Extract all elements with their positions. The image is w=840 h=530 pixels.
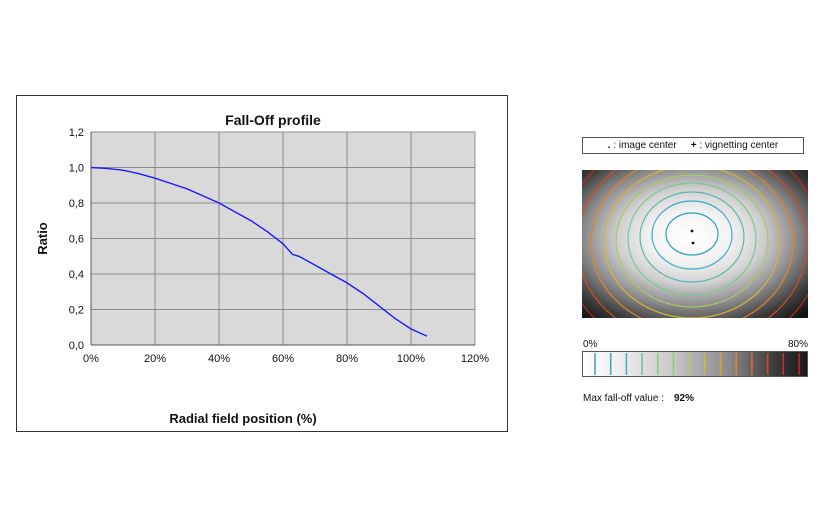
legend-vignetting-center: + : vignetting center bbox=[691, 140, 779, 151]
contour-ring bbox=[582, 170, 808, 318]
y-axis-title: Ratio bbox=[35, 222, 50, 255]
y-tick-label: 0,2 bbox=[69, 305, 84, 317]
y-tick-label: 0,0 bbox=[69, 340, 84, 352]
y-tick-label: 0,8 bbox=[69, 198, 84, 210]
falloff-color-scale bbox=[582, 351, 808, 377]
scale-max-label: 80% bbox=[788, 339, 809, 350]
vignetting-map-svg bbox=[582, 170, 808, 318]
x-axis-title: Radial field position (%) bbox=[169, 411, 316, 426]
contour-ring bbox=[639, 191, 745, 283]
y-tick-label: 1,2 bbox=[69, 127, 84, 139]
x-tick-label: 20% bbox=[144, 353, 166, 365]
center-legend: . : image center + : vignetting center bbox=[582, 137, 804, 154]
x-tick-label: 80% bbox=[336, 353, 358, 365]
contour-ring bbox=[627, 182, 757, 296]
legend-image-center: . : image center bbox=[608, 140, 677, 151]
y-tick-label: 0,4 bbox=[69, 269, 84, 281]
x-tick-label: 0% bbox=[83, 353, 99, 365]
contour-ring bbox=[590, 170, 794, 318]
falloff-chart: 0% 20% 40% 60% 80% 100% 120% 0,0 0,2 0,4 0,6 0,8 1,0… bbox=[16, 95, 508, 432]
x-tick-label: 60% bbox=[272, 353, 294, 365]
x-tick-label: 120% bbox=[461, 353, 489, 365]
contour-ring bbox=[665, 212, 719, 256]
x-tick-label: 40% bbox=[208, 353, 230, 365]
max-falloff-row: Max fall-off value : 92% bbox=[583, 393, 694, 404]
image-center-marker bbox=[691, 241, 695, 245]
chart-title: Fall-Off profile bbox=[225, 112, 321, 128]
vignetting-center-marker bbox=[690, 229, 694, 233]
vignetting-contours bbox=[582, 170, 808, 318]
x-tick-label: 100% bbox=[397, 353, 425, 365]
contour-ring bbox=[615, 174, 769, 308]
vignetting-center-label: : vignetting center bbox=[699, 140, 779, 151]
falloff-series-line bbox=[90, 166, 428, 337]
color-scale-svg bbox=[594, 353, 800, 375]
max-falloff-value: 92% bbox=[673, 393, 694, 404]
max-falloff-label: Max fall-off value : bbox=[583, 393, 664, 404]
y-tick-label: 1,0 bbox=[69, 163, 84, 175]
contour-ring bbox=[603, 170, 781, 318]
image-center-label: : image center bbox=[613, 140, 677, 151]
vignetting-map bbox=[582, 170, 808, 318]
contour-ring bbox=[651, 200, 733, 270]
y-tick-label: 0,6 bbox=[69, 234, 84, 246]
image-center-symbol: . bbox=[607, 140, 611, 151]
vignetting-gradient bbox=[582, 170, 808, 318]
scale-min-label: 0% bbox=[583, 339, 598, 350]
vignetting-center-symbol: + bbox=[690, 140, 697, 151]
falloff-chart-svg: 0% 20% 40% 60% 80% 100% 120% 0,0 0,2 0,4 0,6 0,8 1,0… bbox=[35, 112, 489, 426]
